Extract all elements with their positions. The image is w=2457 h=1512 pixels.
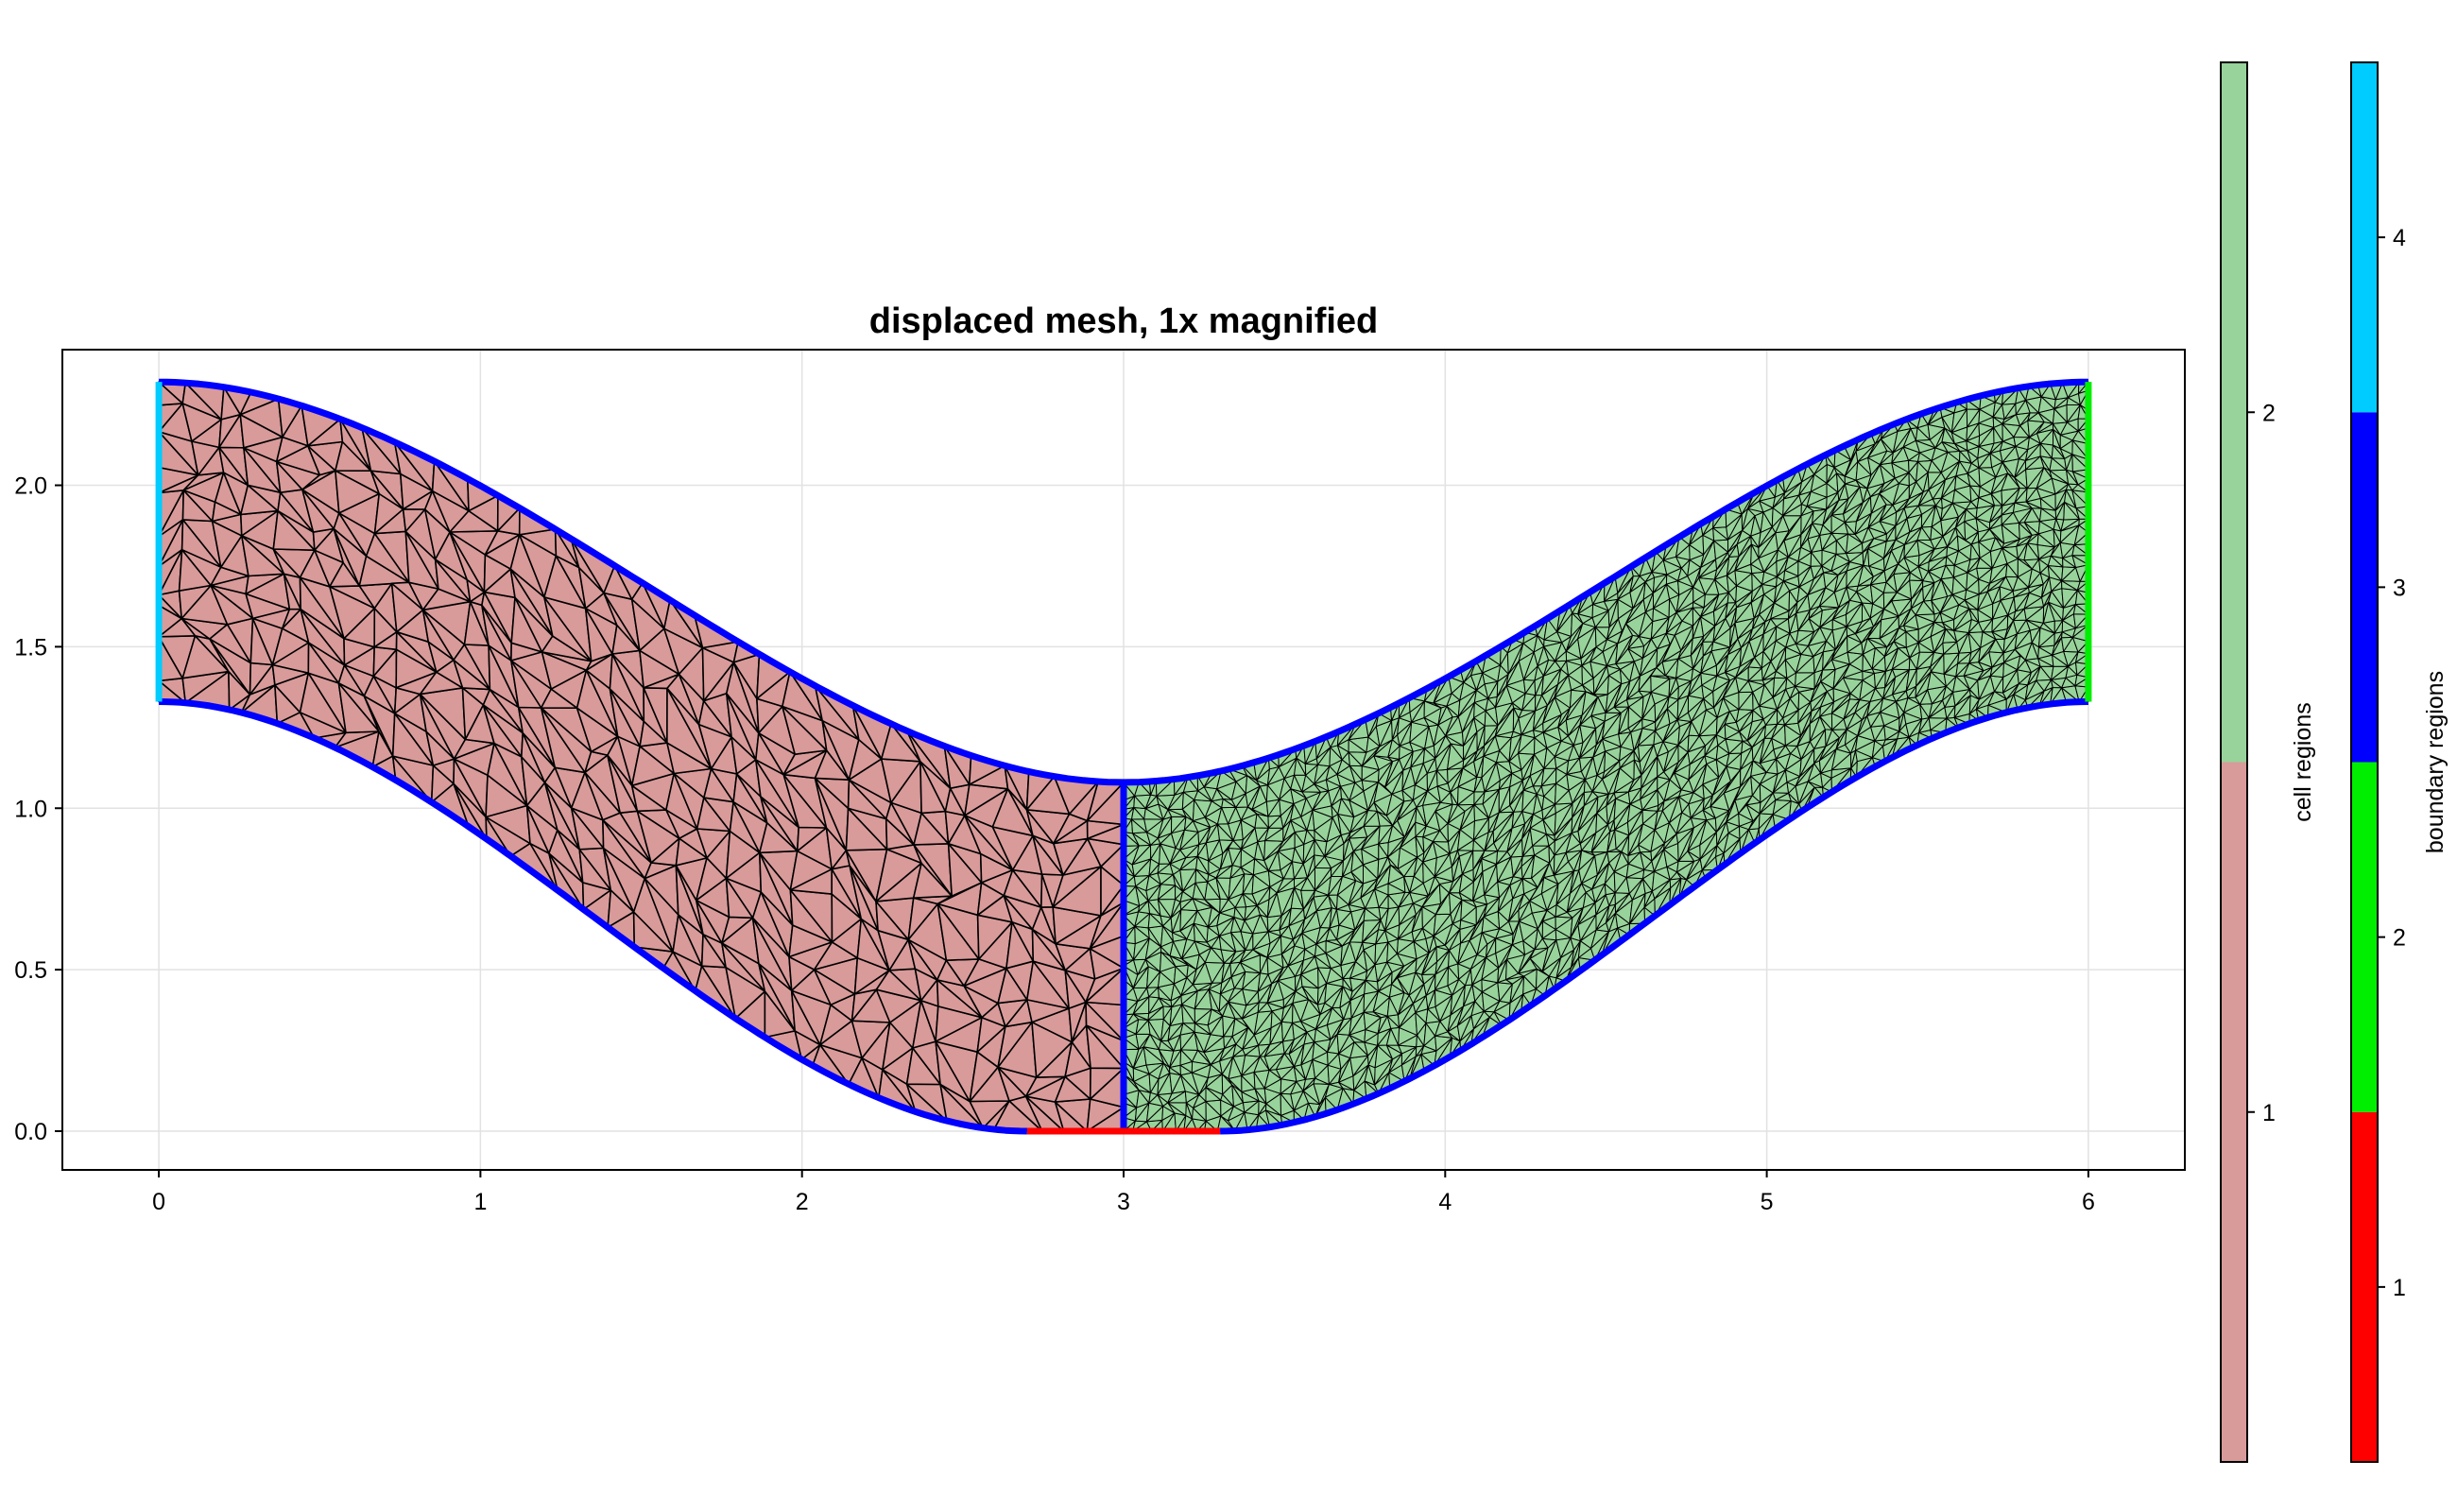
colorbar-label: cell regions — [2290, 702, 2316, 821]
cell-region-1 — [158, 381, 1125, 1132]
colorbar-swatch — [2351, 62, 2378, 413]
y-tick-label: 0.0 — [14, 1119, 47, 1145]
y-ticks: 0.0 0.5 1.0 1.5 2.0 — [14, 473, 62, 1145]
x-tick-label: 5 — [1761, 1189, 1774, 1215]
colorbar-tick-label: 2 — [2393, 925, 2406, 952]
x-tick-label: 6 — [2082, 1189, 2095, 1215]
x-tick-label: 3 — [1117, 1189, 1130, 1215]
mesh — [158, 381, 2089, 1132]
x-tick-label: 2 — [796, 1189, 809, 1215]
colorbar-label: boundary regions — [2422, 671, 2448, 853]
colorbar-tick-label: 1 — [2262, 1100, 2276, 1126]
colorbar-swatch — [2221, 762, 2247, 1462]
chart-title: displaced mesh, 1x magnified — [869, 301, 1379, 341]
y-tick-label: 1.5 — [14, 634, 47, 661]
x-tick-label: 0 — [152, 1189, 165, 1215]
colorbar-swatch — [2351, 412, 2378, 763]
x-tick-label: 1 — [473, 1189, 487, 1215]
x-ticks: 0 1 2 3 4 5 6 — [152, 1170, 2095, 1215]
y-tick-label: 0.5 — [14, 957, 47, 984]
colorbar-tick-label: 1 — [2393, 1275, 2406, 1301]
colorbar-tick-label: 3 — [2393, 575, 2406, 601]
colorbar-swatch — [2351, 1111, 2378, 1462]
colorbar-swatch — [2221, 62, 2247, 763]
colorbar-boundary-regions: 1 2 3 4 boundary regions — [2350, 61, 2448, 1463]
cell-region-2 — [1123, 381, 2089, 1132]
x-tick-label: 4 — [1438, 1189, 1452, 1215]
colorbar-swatch — [2351, 762, 2378, 1112]
colorbar-cell-regions: 1 2 cell regions — [2220, 61, 2316, 1463]
colorbar-tick-label: 4 — [2393, 225, 2406, 251]
y-tick-label: 1.0 — [14, 796, 47, 822]
colorbar-tick-label: 2 — [2262, 400, 2276, 426]
plot-area: 0 1 2 3 4 5 6 0.0 0.5 1.0 1.5 2.0 — [14, 349, 2186, 1215]
y-tick-label: 2.0 — [14, 473, 47, 500]
